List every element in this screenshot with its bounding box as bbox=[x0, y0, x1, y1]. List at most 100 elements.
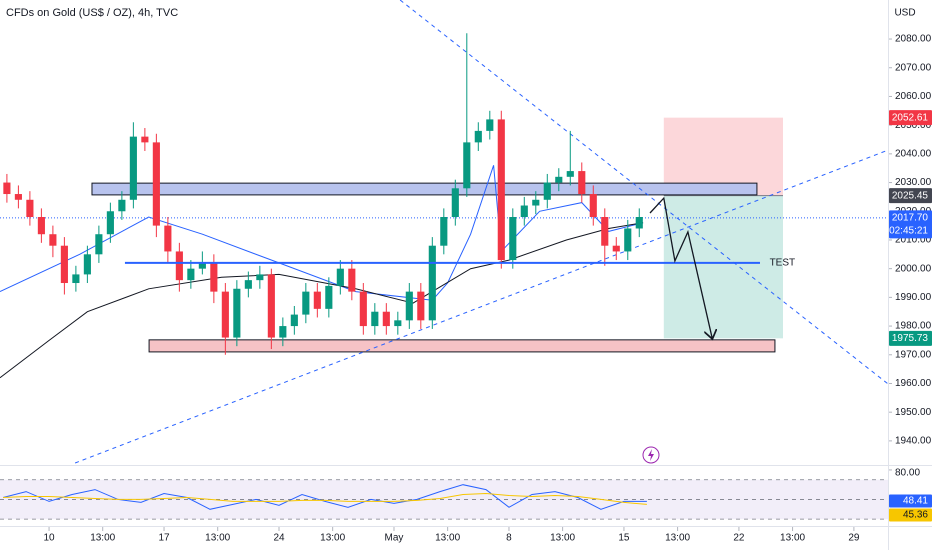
x-tick-label: 13:00 bbox=[320, 533, 345, 544]
candle-body bbox=[497, 119, 505, 261]
rsi-badge-label: 45.36 bbox=[903, 510, 928, 521]
price-pane: TEST bbox=[0, 0, 888, 464]
candle-body bbox=[532, 199, 540, 206]
rsi-tick-label: 80.00 bbox=[895, 468, 920, 479]
y-tick-label: 1970.00 bbox=[895, 349, 932, 360]
last-price-badge bbox=[889, 210, 932, 239]
trendline bbox=[399, 0, 888, 385]
x-tick-label: 13:00 bbox=[665, 533, 690, 544]
x-tick-label: 8 bbox=[506, 533, 512, 544]
candle-body bbox=[14, 194, 22, 200]
rsi-line bbox=[2, 484, 647, 510]
y-tick-label: 1980.00 bbox=[895, 321, 932, 332]
y-tick-label: 2080.00 bbox=[895, 34, 932, 45]
candle-body bbox=[256, 274, 264, 281]
x-tick-label: 13:00 bbox=[780, 533, 805, 544]
candle-body bbox=[555, 176, 563, 183]
candle-body bbox=[509, 217, 517, 261]
x-tick-label: 15 bbox=[618, 533, 630, 544]
candle-body bbox=[175, 251, 183, 281]
y-tick-label: 1960.00 bbox=[895, 378, 932, 389]
target-zone bbox=[663, 195, 783, 339]
candle-body bbox=[474, 130, 482, 143]
candle-body bbox=[267, 274, 275, 338]
candle-body bbox=[578, 171, 586, 195]
candle-body bbox=[589, 194, 597, 217]
candle-body bbox=[233, 288, 241, 338]
candle-body bbox=[244, 280, 252, 289]
candle-body bbox=[72, 274, 80, 284]
rsi-badge-label: 48.41 bbox=[903, 496, 928, 507]
stop-zone bbox=[663, 117, 783, 196]
candle-body bbox=[106, 211, 114, 235]
y-tick-label: 2040.00 bbox=[895, 148, 932, 159]
candle-body bbox=[95, 234, 103, 255]
projection-path bbox=[649, 196, 712, 338]
trendline bbox=[74, 149, 888, 464]
y-tick-label: 2010.00 bbox=[895, 235, 932, 246]
y-tick-label: 2050.00 bbox=[895, 120, 932, 131]
candle-body bbox=[463, 142, 471, 189]
candle-body bbox=[290, 314, 298, 327]
x-tick-label: May bbox=[385, 533, 404, 544]
moving-average bbox=[0, 222, 644, 379]
x-tick-label: 29 bbox=[848, 533, 860, 544]
annotation: TEST bbox=[770, 258, 796, 269]
candle-body bbox=[152, 142, 160, 226]
candle-body bbox=[83, 254, 91, 275]
stop-badge-label: 2052.61 bbox=[892, 112, 929, 123]
candle-body bbox=[601, 217, 609, 246]
candle-body bbox=[451, 188, 459, 217]
candle-body bbox=[359, 291, 367, 327]
rsi-pane bbox=[0, 479, 888, 520]
candle-body bbox=[428, 245, 436, 321]
candle-body bbox=[164, 225, 172, 252]
x-tick-label: 13:00 bbox=[550, 533, 575, 544]
x-tick-label: 17 bbox=[158, 533, 170, 544]
currency: USD bbox=[894, 8, 915, 19]
candle-body bbox=[141, 136, 149, 143]
candle-body bbox=[336, 268, 344, 286]
target-badge bbox=[889, 330, 932, 346]
candle-body bbox=[37, 217, 45, 235]
rsi-line bbox=[3, 492, 647, 505]
x-tick-label: 13:00 bbox=[435, 533, 460, 544]
candle-body bbox=[612, 245, 620, 252]
entry-badge bbox=[889, 188, 932, 204]
countdown-label: 02:45:21 bbox=[889, 226, 928, 237]
candle-body bbox=[187, 268, 195, 281]
zone bbox=[91, 182, 758, 196]
candle-body bbox=[313, 291, 321, 309]
candle-body bbox=[417, 291, 425, 321]
candle-body bbox=[624, 228, 632, 252]
candle-body bbox=[26, 199, 34, 217]
candle-body bbox=[405, 291, 413, 321]
y-tick-label: 1950.00 bbox=[895, 407, 932, 418]
rsi-badge bbox=[889, 494, 932, 508]
y-tick-label: 1990.00 bbox=[895, 292, 932, 303]
candle-body bbox=[348, 268, 356, 292]
candle-body bbox=[3, 182, 11, 195]
candle-body bbox=[635, 217, 643, 229]
candle-body bbox=[543, 182, 551, 200]
x-tick-label: 13:00 bbox=[205, 533, 230, 544]
candle-body bbox=[440, 217, 448, 246]
axes: 2080.00 2070.00 2060.00 2050.00 2040.00 2030.… bbox=[43, 34, 932, 544]
candle-body bbox=[221, 291, 229, 338]
candle-body bbox=[129, 136, 137, 200]
candle-body bbox=[302, 291, 310, 315]
candle-body bbox=[210, 262, 218, 292]
y-tick-label: 1940.00 bbox=[895, 436, 932, 447]
candle-body bbox=[198, 262, 206, 269]
last-price-label: 2017.70 bbox=[892, 213, 929, 224]
target-badge-label: 1975.73 bbox=[892, 333, 929, 344]
candle-body bbox=[118, 199, 126, 212]
event-icon[interactable] bbox=[642, 446, 660, 464]
x-tick-label: 10 bbox=[43, 533, 55, 544]
candle-body bbox=[371, 311, 379, 327]
y-tick-label: 2060.00 bbox=[895, 91, 932, 102]
stop-badge bbox=[889, 110, 932, 126]
candle-body bbox=[279, 326, 287, 338]
